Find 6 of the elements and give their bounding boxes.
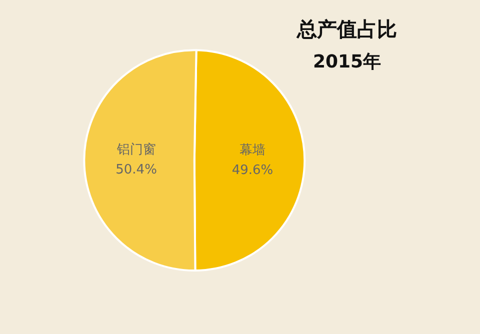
data-label: 50.4%: [116, 162, 157, 178]
slice-label: 幕墙: [240, 143, 266, 158]
text: 总产值占比: [296, 17, 397, 41]
slice-label: 铝门窗: [116, 142, 156, 158]
data-label: 49.6%: [232, 163, 274, 178]
text: 2015年: [312, 52, 382, 72]
